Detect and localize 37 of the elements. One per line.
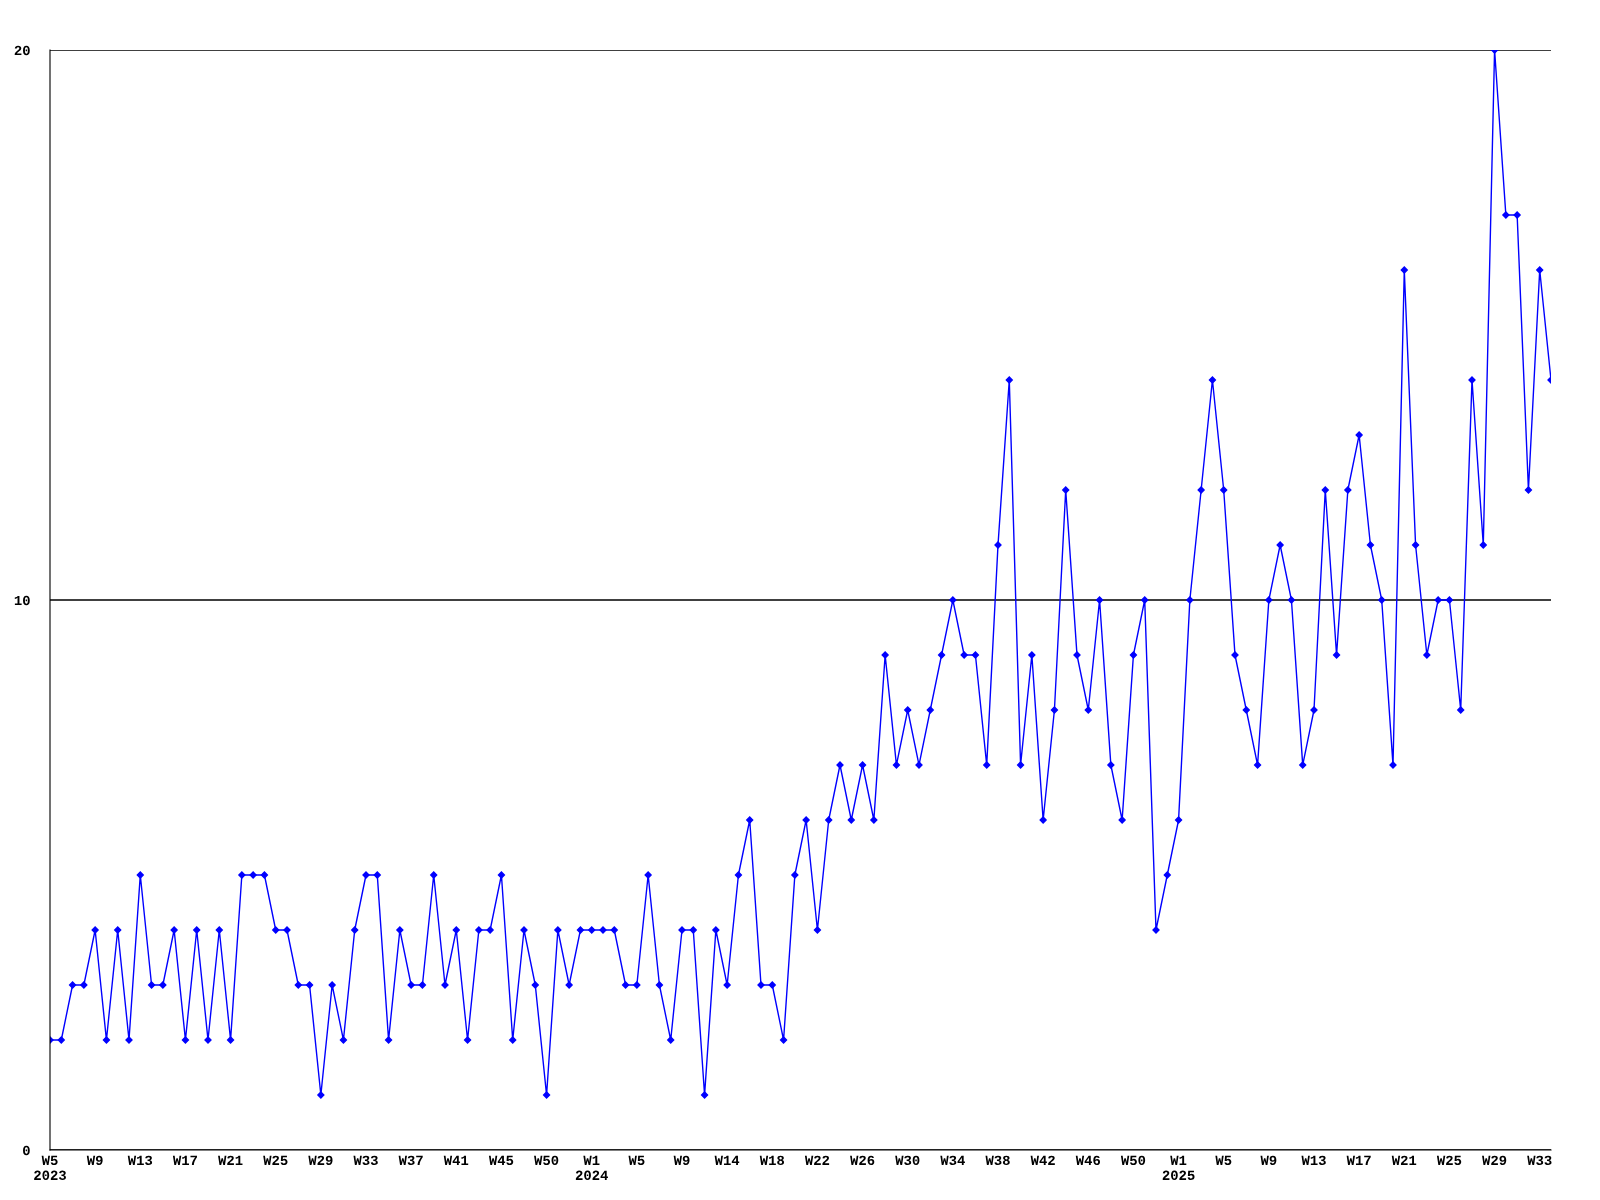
x-tick-label: W45	[488, 1155, 514, 1166]
x-tick-label: W50	[1120, 1155, 1146, 1166]
y-tick-label: 0	[23, 1145, 30, 1156]
x-tick-label: W30	[895, 1155, 920, 1166]
x-tick-label: W37	[398, 1155, 423, 1166]
y-tick-label: 20	[14, 45, 30, 56]
x-tick-label: W9	[673, 1155, 690, 1166]
x-tick-label: W1 2025	[1162, 1155, 1195, 1181]
x-tick-label: W33	[1527, 1155, 1552, 1166]
x-tick-label: W29	[1482, 1155, 1507, 1166]
x-tick-label: W13	[1301, 1155, 1326, 1166]
x-tick-label: W13	[127, 1155, 153, 1166]
x-tick-label: W9	[1260, 1155, 1277, 1166]
x-tick-label: W38	[985, 1155, 1010, 1166]
x-tick-label: W42	[1030, 1155, 1055, 1165]
x-tick-label: W21	[1391, 1155, 1417, 1165]
x-tick-label: W25	[263, 1155, 288, 1166]
x-tick-label: W22	[804, 1155, 830, 1165]
x-tick-label: W33	[353, 1155, 378, 1166]
x-tick-label: W1 2024	[575, 1155, 608, 1181]
x-tick-label: W26	[850, 1155, 875, 1166]
y-tick-label: 10	[14, 595, 30, 606]
x-tick-label: W17	[172, 1155, 197, 1165]
x-tick-label: W50	[534, 1155, 559, 1166]
x-tick-label: W5	[628, 1155, 645, 1166]
x-tick-label: W9	[86, 1155, 103, 1166]
x-tick-label: W25	[1436, 1155, 1462, 1166]
x-tick-label: W14	[714, 1155, 740, 1165]
x-tick-label: W5	[1215, 1155, 1232, 1166]
x-tick-label: W18	[759, 1155, 785, 1166]
x-tick-label: W17	[1346, 1155, 1371, 1165]
x-tick-label: W29	[308, 1155, 333, 1166]
x-tick-label: W21	[218, 1155, 243, 1165]
x-tick-label: W5 2023	[34, 1155, 66, 1181]
x-tick-label: W46	[1075, 1155, 1101, 1166]
x-tick-label: W34	[940, 1155, 965, 1166]
x-tick-label: W41	[443, 1155, 469, 1165]
